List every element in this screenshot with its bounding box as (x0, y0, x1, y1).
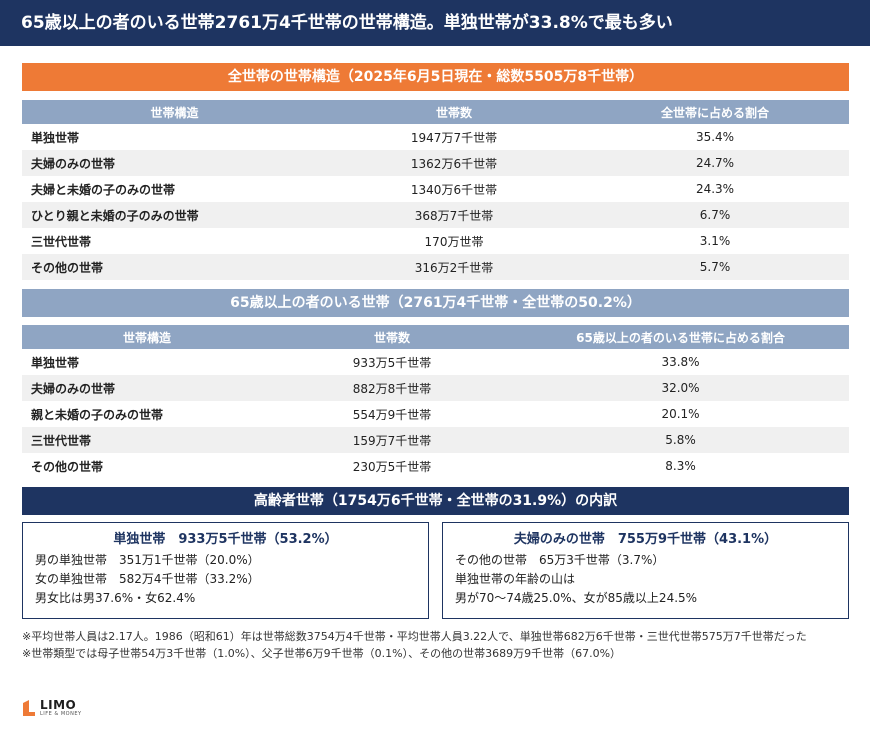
limo-logo[interactable]: LIMO LIFE & MONEY (22, 696, 82, 720)
column-header-ratio: 全世帯に占める割合 (581, 100, 849, 124)
table-header-row: 世帯構造 世帯数 65歳以上の者のいる世帯に占める割合 (22, 325, 849, 349)
household-type-cell: 夫婦と未婚の子のみの世帯 (22, 176, 327, 202)
table-row: 夫婦のみの世帯 1362万6千世帯 24.7% (22, 150, 849, 176)
limo-logo-icon (23, 700, 35, 716)
household-count-cell: 1362万6千世帯 (327, 150, 581, 176)
table-row: 三世代世帯 170万世帯 3.1% (22, 228, 849, 254)
household-type-cell: ひとり親と未婚の子のみの世帯 (22, 202, 327, 228)
household-count-cell: 933万5千世帯 (272, 349, 512, 375)
household-ratio-cell: 5.7% (581, 254, 849, 280)
household-count-cell: 882万8千世帯 (272, 375, 512, 401)
household-ratio-cell: 35.4% (581, 124, 849, 150)
footnote: ※平均世帯人員は2.17人。1986（昭和61）年は世帯総数3754万4千世帯・… (22, 630, 807, 643)
household-count-cell: 230万5千世帯 (272, 453, 512, 479)
table-row: 単独世帯 933万5千世帯 33.8% (22, 349, 849, 375)
household-type-cell: 単独世帯 (22, 124, 327, 150)
household-ratio-cell: 24.7% (581, 150, 849, 176)
column-header-count: 世帯数 (272, 325, 512, 349)
box-line: 男女比は男37.6%・女62.4% (35, 591, 196, 605)
footnotes: ※平均世帯人員は2.17人。1986（昭和61）年は世帯総数3754万4千世帯・… (22, 628, 852, 662)
household-type-cell: 親と未婚の子のみの世帯 (22, 401, 272, 427)
table-row: その他の世帯 316万2千世帯 5.7% (22, 254, 849, 280)
page-title: 65歳以上の者のいる世帯2761万4千世帯の世帯構造。単独世帯が33.8%で最も… (0, 0, 870, 46)
household-type-cell: 三世代世帯 (22, 427, 272, 453)
table-row: その他の世帯 230万5千世帯 8.3% (22, 453, 849, 479)
logo-tagline: LIFE & MONEY (40, 711, 82, 717)
household-count-cell: 159万7千世帯 (272, 427, 512, 453)
household-type-cell: 夫婦のみの世帯 (22, 150, 327, 176)
elderly-households-banner: 65歳以上の者のいる世帯（2761万4千世帯・全世帯の50.2%） (22, 289, 849, 317)
table-row: 親と未婚の子のみの世帯 554万9千世帯 20.1% (22, 401, 849, 427)
box-line: その他の世帯 65万3千世帯（3.7%） (455, 553, 665, 567)
household-ratio-cell: 5.8% (512, 427, 849, 453)
table-row: 夫婦のみの世帯 882万8千世帯 32.0% (22, 375, 849, 401)
single-households-box: 単独世帯 933万5千世帯（53.2%） 男の単独世帯 351万1千世帯（20.… (22, 522, 429, 619)
all-households-table: 世帯構造 世帯数 全世帯に占める割合 単独世帯 1947万7千世帯 35.4% … (22, 100, 849, 280)
couple-households-box: 夫婦のみの世帯 755万9千世帯（43.1%） その他の世帯 65万3千世帯（3… (442, 522, 849, 619)
box-line: 単独世帯の年齢の山は (455, 572, 576, 586)
footnote: ※世帯類型では母子世帯54万3千世帯（1.0%）、父子世帯6万9千世帯（0.1%… (22, 647, 622, 660)
household-count-cell: 316万2千世帯 (327, 254, 581, 280)
box-title: 単独世帯 933万5千世帯（53.2%） (113, 532, 338, 547)
table-header-row: 世帯構造 世帯数 全世帯に占める割合 (22, 100, 849, 124)
household-type-cell: 単独世帯 (22, 349, 272, 375)
box-line: 女の単独世帯 582万4千世帯（33.2%） (35, 572, 260, 586)
household-type-cell: その他の世帯 (22, 453, 272, 479)
household-type-cell: その他の世帯 (22, 254, 327, 280)
column-header-structure: 世帯構造 (22, 325, 272, 349)
table-row: ひとり親と未婚の子のみの世帯 368万7千世帯 6.7% (22, 202, 849, 228)
column-header-structure: 世帯構造 (22, 100, 327, 124)
household-ratio-cell: 24.3% (581, 176, 849, 202)
household-type-cell: 夫婦のみの世帯 (22, 375, 272, 401)
household-type-cell: 三世代世帯 (22, 228, 327, 254)
table-row: 三世代世帯 159万7千世帯 5.8% (22, 427, 849, 453)
household-count-cell: 1340万6千世帯 (327, 176, 581, 202)
table-row: 夫婦と未婚の子のみの世帯 1340万6千世帯 24.3% (22, 176, 849, 202)
column-header-count: 世帯数 (327, 100, 581, 124)
column-header-ratio: 65歳以上の者のいる世帯に占める割合 (512, 325, 849, 349)
household-ratio-cell: 32.0% (512, 375, 849, 401)
box-line: 男が70〜74歳25.0%、女が85歳以上24.5% (455, 591, 698, 605)
household-count-cell: 170万世帯 (327, 228, 581, 254)
box-title: 夫婦のみの世帯 755万9千世帯（43.1%） (513, 532, 778, 547)
household-count-cell: 368万7千世帯 (327, 202, 581, 228)
household-ratio-cell: 6.7% (581, 202, 849, 228)
household-ratio-cell: 8.3% (512, 453, 849, 479)
logo-brand: LIMO (40, 698, 77, 712)
senior-households-banner: 高齢者世帯（1754万6千世帯・全世帯の31.9%）の内訳 (22, 487, 849, 515)
box-line: 男の単独世帯 351万1千世帯（20.0%） (35, 553, 260, 567)
elderly-households-table: 世帯構造 世帯数 65歳以上の者のいる世帯に占める割合 単独世帯 933万5千世… (22, 325, 849, 479)
household-ratio-cell: 20.1% (512, 401, 849, 427)
household-ratio-cell: 3.1% (581, 228, 849, 254)
table-row: 単独世帯 1947万7千世帯 35.4% (22, 124, 849, 150)
household-count-cell: 1947万7千世帯 (327, 124, 581, 150)
household-count-cell: 554万9千世帯 (272, 401, 512, 427)
household-ratio-cell: 33.8% (512, 349, 849, 375)
all-households-banner: 全世帯の世帯構造（2025年6月5日現在・総数5505万8千世帯） (22, 63, 849, 91)
